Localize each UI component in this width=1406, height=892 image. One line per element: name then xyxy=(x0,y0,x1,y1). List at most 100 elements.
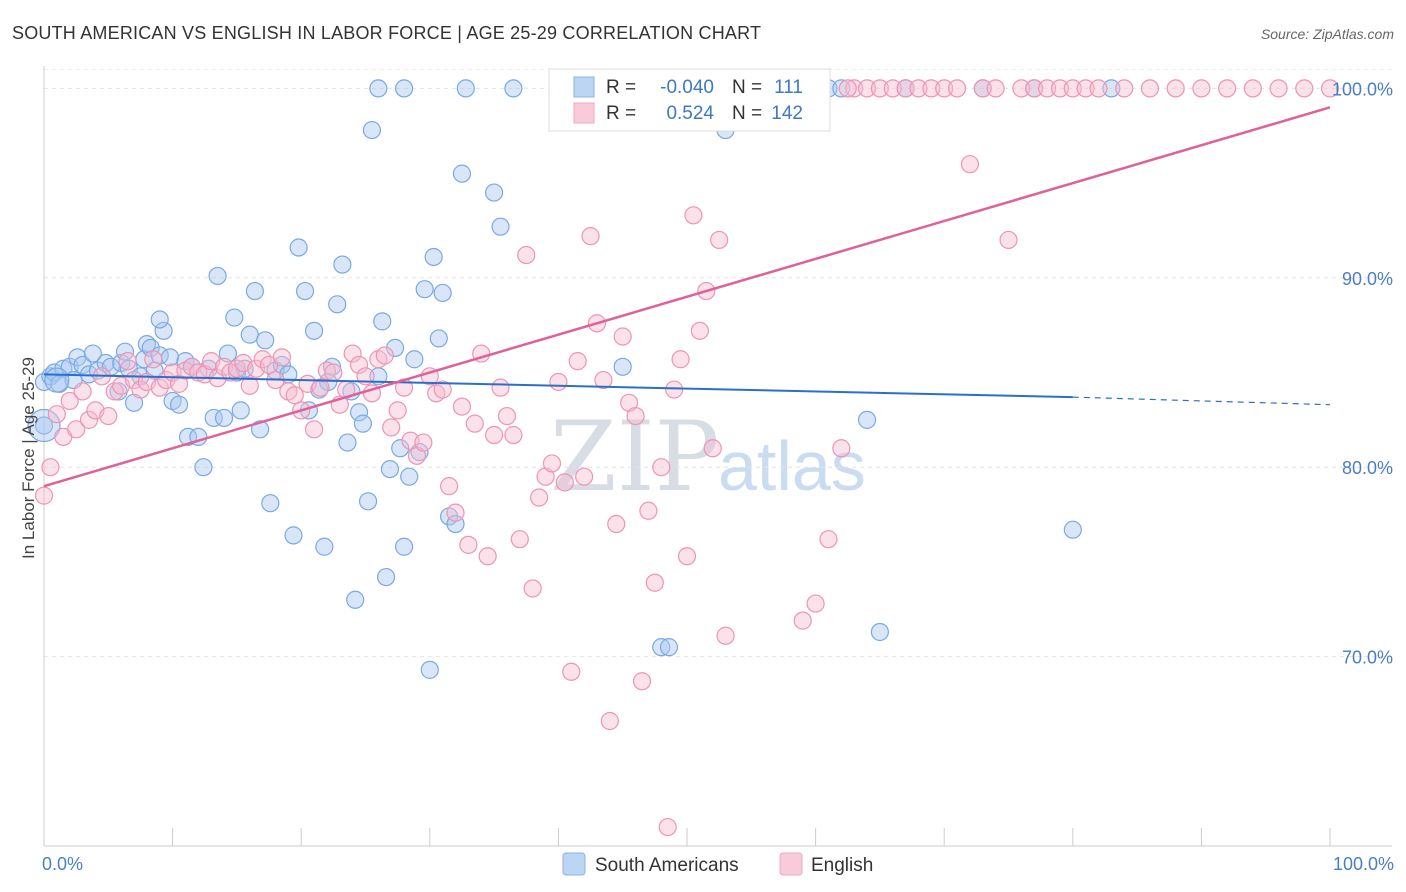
south-americans-point-57 xyxy=(304,321,324,340)
english-point-77 xyxy=(530,488,549,507)
english-point-135 xyxy=(1089,79,1108,98)
south-americans-point-98 xyxy=(652,638,671,657)
legend-r-label-pink: R = xyxy=(606,103,636,124)
english-point-43 xyxy=(311,378,330,397)
south-americans-point-45 xyxy=(240,325,259,344)
english-point-18 xyxy=(150,378,169,397)
south-americans-point-1 xyxy=(34,416,54,435)
english-point-4 xyxy=(60,391,79,411)
english-point-92 xyxy=(626,406,645,426)
south-americans-trend-extension xyxy=(1072,396,1331,406)
south-americans-point-49 xyxy=(261,494,280,513)
correlation-legend: R = -0.040 N = 111 R = 0.524 N = 142 xyxy=(548,68,831,132)
legend-box-frame xyxy=(548,68,831,132)
english-point-97 xyxy=(658,817,677,837)
watermark-atlas: atlas xyxy=(718,427,866,505)
south-americans-point-112 xyxy=(504,79,523,98)
english-point-79 xyxy=(542,454,562,473)
south-americans-point-27 xyxy=(150,310,169,329)
english-point-44 xyxy=(317,361,337,380)
south-americans-point-110 xyxy=(1063,520,1082,539)
english-point-54 xyxy=(382,418,401,437)
english-point-121 xyxy=(909,79,928,98)
english-point-136 xyxy=(1115,79,1134,98)
watermark-zip: ZIP xyxy=(550,401,719,513)
south-americans-point-46 xyxy=(245,281,265,301)
south-americans-point-26 xyxy=(154,321,173,340)
english-point-114 xyxy=(819,530,838,549)
south-americans-point-72 xyxy=(373,312,392,331)
english-point-17 xyxy=(144,350,163,369)
legend-swatch-blue xyxy=(573,76,595,98)
english-point-141 xyxy=(1243,79,1262,98)
english-point-119 xyxy=(883,79,902,98)
english-point-95 xyxy=(645,573,664,592)
south-americans-point-69 xyxy=(358,492,378,511)
english-point-102 xyxy=(690,321,709,340)
south-americans-point-53 xyxy=(284,526,303,545)
south-americans-point-41 xyxy=(225,308,244,327)
english-point-138 xyxy=(1166,79,1185,98)
south-americans-point-77 xyxy=(394,537,414,556)
english-point-101 xyxy=(684,206,703,225)
south-americans-point-89 xyxy=(456,79,475,98)
english-point-83 xyxy=(568,352,587,371)
english-point-142 xyxy=(1269,79,1288,98)
english-point-94 xyxy=(639,501,658,520)
south-americans-point-68 xyxy=(353,414,373,433)
south-americans-point-74 xyxy=(380,459,400,479)
south-americans-point-82 xyxy=(420,660,439,679)
south-americans-point-38 xyxy=(208,266,227,286)
english-point-13 xyxy=(118,352,137,371)
english-point-128 xyxy=(999,230,1018,250)
y-tick-label-70: 70.0% xyxy=(1342,648,1393,668)
english-point-90 xyxy=(613,327,632,346)
english-point-98 xyxy=(665,380,684,399)
english-point-75 xyxy=(517,245,536,265)
south-americans-point-84 xyxy=(429,329,448,348)
south-americans-point-54 xyxy=(289,238,308,257)
english-point-66 xyxy=(459,535,478,554)
english-point-82 xyxy=(562,662,581,681)
axes xyxy=(43,66,1392,847)
english-point-133 xyxy=(1063,79,1082,98)
series-legend-swatch-south-americans xyxy=(562,852,586,876)
english-point-2 xyxy=(47,405,66,424)
south-americans-point-62 xyxy=(328,295,347,314)
south-americans-point-75 xyxy=(385,338,405,357)
english-point-59 xyxy=(414,433,433,452)
english-point-100 xyxy=(677,547,697,566)
english-point-84 xyxy=(575,467,594,486)
south-americans-point-73 xyxy=(376,567,396,587)
south-americans-point-70 xyxy=(362,120,382,140)
south-americans-points xyxy=(27,79,1121,679)
south-americans-point-28 xyxy=(160,348,180,367)
english-point-63 xyxy=(439,477,459,496)
south-americans-point-39 xyxy=(214,408,234,428)
english-point-67 xyxy=(465,414,484,433)
south-americans-point-105 xyxy=(857,410,877,429)
south-americans-point-51 xyxy=(272,355,292,375)
south-americans-point-104 xyxy=(832,79,851,98)
english-point-7 xyxy=(79,410,99,429)
south-americans-point-63 xyxy=(333,255,352,274)
english-point-65 xyxy=(452,397,472,416)
south-americans-point-11 xyxy=(83,344,102,363)
south-americans-point-59 xyxy=(315,537,334,556)
south-americans-point-83 xyxy=(424,247,443,267)
south-americans-point-92 xyxy=(369,79,388,98)
south-americans-point-large-0 xyxy=(27,408,61,443)
legend-r-label-blue: R = xyxy=(606,77,636,98)
series-legend-label-english: English xyxy=(811,855,873,876)
zipatlas-watermark: ZIP atlas xyxy=(550,401,866,513)
english-point-113 xyxy=(806,594,825,613)
south-americans-point-85 xyxy=(433,283,452,303)
english-point-93 xyxy=(632,672,652,691)
south-americans-point-55 xyxy=(295,281,315,301)
english-point-62 xyxy=(433,380,452,399)
y-axis-label: In Labor Force | Age 25-29 xyxy=(19,357,38,559)
english-point-1 xyxy=(41,458,60,477)
south-americans-point-47 xyxy=(250,420,270,439)
south-americans-point-81 xyxy=(415,280,434,299)
